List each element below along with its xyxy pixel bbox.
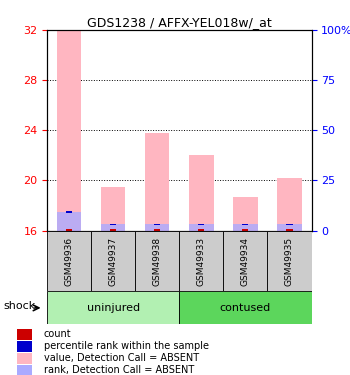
Bar <box>286 229 293 231</box>
Text: uninjured: uninjured <box>87 303 140 313</box>
Bar <box>243 229 248 231</box>
Bar <box>233 197 258 231</box>
Bar <box>179 231 223 291</box>
Bar <box>243 224 248 225</box>
Bar <box>145 133 169 231</box>
Bar <box>101 187 125 231</box>
Text: contused: contused <box>220 303 271 313</box>
Bar <box>189 224 214 231</box>
Bar <box>154 229 160 231</box>
Text: shock: shock <box>4 301 36 311</box>
Text: GSM49937: GSM49937 <box>109 237 118 286</box>
Text: GSM49938: GSM49938 <box>153 237 162 286</box>
Text: GSM49934: GSM49934 <box>241 237 250 285</box>
Text: GSM49935: GSM49935 <box>285 237 294 286</box>
Bar <box>154 224 160 225</box>
Text: percentile rank within the sample: percentile rank within the sample <box>44 341 209 351</box>
Bar <box>286 224 293 225</box>
Bar <box>223 231 267 291</box>
Bar <box>66 211 72 213</box>
Bar <box>277 178 302 231</box>
Bar <box>17 352 32 363</box>
Bar <box>179 291 312 324</box>
Bar <box>145 224 169 231</box>
Bar <box>17 328 32 340</box>
Bar <box>135 231 179 291</box>
Bar <box>198 224 204 225</box>
Bar <box>66 229 72 231</box>
Bar <box>47 291 179 324</box>
Text: count: count <box>44 329 71 339</box>
Bar <box>91 231 135 291</box>
Bar <box>198 229 204 231</box>
Text: rank, Detection Call = ABSENT: rank, Detection Call = ABSENT <box>44 365 194 375</box>
Bar <box>277 224 302 231</box>
Bar <box>110 224 116 225</box>
Text: GSM49936: GSM49936 <box>65 237 74 286</box>
Bar <box>17 340 32 351</box>
Bar <box>267 231 312 291</box>
Bar <box>101 224 125 231</box>
Bar <box>47 231 91 291</box>
Bar <box>110 229 116 231</box>
Bar <box>17 364 32 375</box>
Title: GDS1238 / AFFX-YEL018w/_at: GDS1238 / AFFX-YEL018w/_at <box>87 16 272 29</box>
Text: value, Detection Call = ABSENT: value, Detection Call = ABSENT <box>44 353 199 363</box>
Bar <box>57 30 82 231</box>
Bar <box>189 155 214 231</box>
Bar <box>233 224 258 231</box>
Bar <box>57 212 82 231</box>
Text: GSM49933: GSM49933 <box>197 237 206 286</box>
